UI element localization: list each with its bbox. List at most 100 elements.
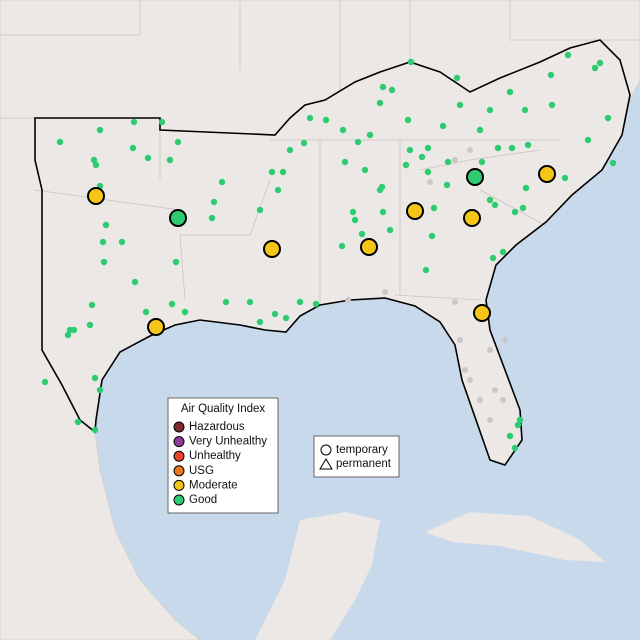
monitor-dot <box>210 198 218 206</box>
monitor-dot <box>41 378 49 386</box>
circle-symbol <box>320 444 332 456</box>
inactive-dot <box>345 297 351 303</box>
monitor-dot <box>428 232 436 240</box>
inactive-dot <box>492 387 498 393</box>
monitor-dot <box>444 158 452 166</box>
legend-title: Air Quality Index <box>181 403 266 415</box>
shape-legend: temporary permanent <box>313 435 400 478</box>
monitor-dot <box>489 254 497 262</box>
monitor-dot <box>131 278 139 286</box>
monitor-dot <box>129 144 137 152</box>
legend-label: Unhealthy <box>189 450 241 462</box>
monitor-dot <box>453 74 461 82</box>
monitor-dot <box>407 58 415 66</box>
shape-label: temporary <box>336 444 388 456</box>
inactive-dot <box>462 367 468 373</box>
monitor-dot <box>64 331 72 339</box>
monitor-dot <box>296 298 304 306</box>
inactive-dot <box>487 417 493 423</box>
moderate-site <box>360 238 378 256</box>
monitor-dot <box>514 421 522 429</box>
monitor-dot <box>561 174 569 182</box>
monitor-dot <box>358 230 366 238</box>
legend-label: USG <box>189 465 214 477</box>
inactive-dot <box>500 397 506 403</box>
inactive-dot <box>467 377 473 383</box>
monitor-dot <box>256 318 264 326</box>
monitor-dot <box>246 298 254 306</box>
monitor-dot <box>439 122 447 130</box>
monitor-dot <box>456 101 464 109</box>
cuba <box>425 512 605 562</box>
monitor-dot <box>379 83 387 91</box>
monitor-dot <box>274 186 282 194</box>
monitor-dot <box>476 126 484 134</box>
inactive-dot <box>452 157 458 163</box>
monitor-dot <box>548 101 556 109</box>
monitor-dot <box>168 300 176 308</box>
monitor-dot <box>341 158 349 166</box>
shape-label: permanent <box>336 458 392 470</box>
monitor-dot <box>130 118 138 126</box>
legend-swatch <box>173 494 185 506</box>
monitor-dot <box>166 156 174 164</box>
monitor-dot <box>322 116 330 124</box>
monitor-dot <box>96 386 104 394</box>
monitor-dot <box>312 300 320 308</box>
monitor-dot <box>56 138 64 146</box>
legend-swatch <box>173 436 185 448</box>
monitor-dot <box>91 426 99 434</box>
monitor-dot <box>218 178 226 186</box>
good-site <box>466 168 484 186</box>
monitor-dot <box>388 86 396 94</box>
monitor-dot <box>376 186 384 194</box>
shape-legend-box <box>313 435 400 478</box>
monitor-dot <box>86 321 94 329</box>
moderate-site <box>406 202 424 220</box>
aqi-legend: Air Quality Index Hazardous Very Unhealth… <box>167 397 279 514</box>
monitor-dot <box>511 208 519 216</box>
monitor-dot <box>422 266 430 274</box>
inactive-dot <box>427 179 433 185</box>
monitor-dot <box>486 196 494 204</box>
moderate-site <box>87 187 105 205</box>
markers <box>41 51 617 452</box>
legend-label: Good <box>189 494 217 506</box>
monitor-dot <box>91 374 99 382</box>
monitor-dot <box>90 156 98 164</box>
monitor-dot <box>609 159 617 167</box>
monitor-dot <box>361 166 369 174</box>
monitor-dot <box>522 184 530 192</box>
monitor-dot <box>478 158 486 166</box>
inactive-dot <box>457 337 463 343</box>
monitor-dot <box>499 248 507 256</box>
monitor-dot <box>96 126 104 134</box>
monitor-dot <box>338 242 346 250</box>
monitor-dot <box>174 138 182 146</box>
legend-swatch <box>173 479 185 491</box>
monitor-dot <box>406 146 414 154</box>
monitor-dot <box>379 208 387 216</box>
monitor-dot <box>547 71 555 79</box>
monitor-dot <box>158 118 166 126</box>
monitor-dot <box>418 153 426 161</box>
monitor-dot <box>181 308 189 316</box>
monitor-dot <box>591 64 599 72</box>
moderate-site <box>263 240 281 258</box>
monitor-dot <box>88 301 96 309</box>
inactive-dot <box>502 337 508 343</box>
legend-label: Very Unhealthy <box>189 436 267 448</box>
good-site <box>169 209 187 227</box>
monitor-dot <box>268 168 276 176</box>
monitor-dot <box>604 114 612 122</box>
monitor-dot <box>300 139 308 147</box>
monitor-dot <box>596 59 604 67</box>
monitor-dot <box>144 154 152 162</box>
monitor-dot <box>424 168 432 176</box>
monitor-dot <box>424 144 432 152</box>
monitor-dot <box>376 99 384 107</box>
monitor-dot <box>99 238 107 246</box>
moderate-site <box>473 304 491 322</box>
yucatan <box>255 512 380 640</box>
